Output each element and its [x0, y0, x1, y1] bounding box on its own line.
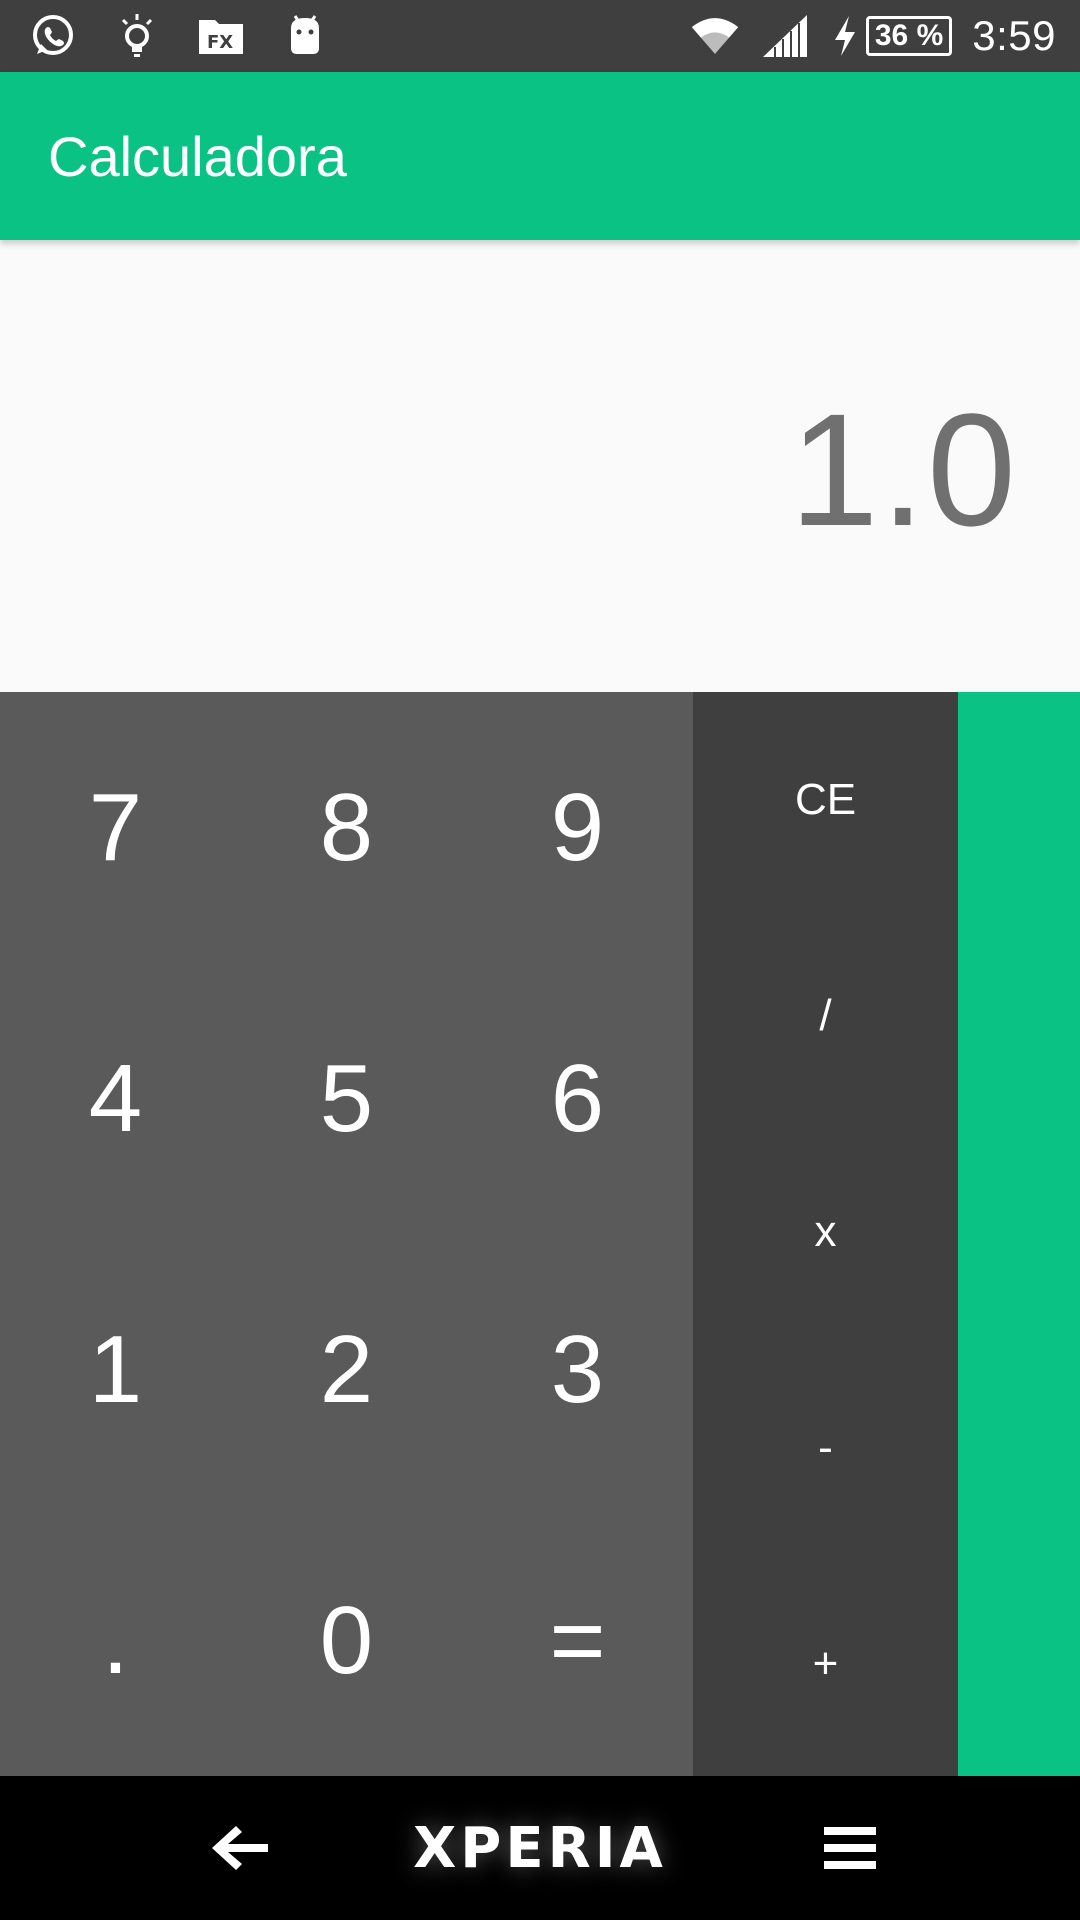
operator-column: CE / x - +: [693, 692, 958, 1776]
back-arrow-icon: [212, 1826, 268, 1870]
menu-icon: [824, 1827, 876, 1869]
number-keypad: 7 8 9 4 5 6 1 2 3 . 0 =: [0, 692, 693, 1776]
whatsapp-icon: [28, 11, 78, 61]
key-3[interactable]: 3: [462, 1234, 693, 1505]
key-5[interactable]: 5: [231, 963, 462, 1234]
wifi-icon: [690, 11, 740, 61]
navigation-bar: XPERIA: [0, 1776, 1080, 1920]
key-divide[interactable]: /: [693, 908, 958, 1124]
battery-indicator: 36 %: [830, 11, 953, 61]
key-2[interactable]: 2: [231, 1234, 462, 1505]
key-0[interactable]: 0: [231, 1505, 462, 1776]
key-8[interactable]: 8: [231, 692, 462, 963]
menu-button[interactable]: [800, 1796, 900, 1900]
key-9[interactable]: 9: [462, 692, 693, 963]
android-robot-icon: [280, 11, 330, 61]
key-multiply[interactable]: x: [693, 1124, 958, 1340]
system-icons: 36 % 3:59: [690, 8, 1056, 64]
lightbulb-icon: [112, 11, 162, 61]
key-1[interactable]: 1: [0, 1234, 231, 1505]
cell-signal-icon: [760, 11, 810, 61]
file-manager-icon: FX: [196, 11, 246, 61]
advanced-panel-drawer[interactable]: [958, 692, 1080, 1776]
display-value: 1.0: [789, 380, 1018, 559]
status-bar: FX 36 % 3:59: [0, 0, 1080, 72]
app-bar: Calculadora: [0, 72, 1080, 240]
battery-percent: 36 %: [865, 16, 953, 56]
key-subtract[interactable]: -: [693, 1340, 958, 1556]
key-7[interactable]: 7: [0, 692, 231, 963]
charging-icon: [830, 11, 860, 61]
key-equals[interactable]: =: [462, 1505, 693, 1776]
back-button[interactable]: [190, 1796, 290, 1900]
key-4[interactable]: 4: [0, 963, 231, 1234]
home-button[interactable]: XPERIA: [413, 1815, 667, 1881]
key-clear-entry[interactable]: CE: [693, 692, 958, 908]
clock: 3:59: [972, 12, 1056, 59]
notification-icons: FX: [28, 10, 330, 62]
svg-text:FX: FX: [207, 32, 233, 53]
calculator-display: 1.0: [0, 240, 1080, 692]
key-6[interactable]: 6: [462, 963, 693, 1234]
key-decimal[interactable]: .: [0, 1505, 231, 1776]
app-title: Calculadora: [48, 125, 347, 188]
key-add[interactable]: +: [693, 1556, 958, 1772]
